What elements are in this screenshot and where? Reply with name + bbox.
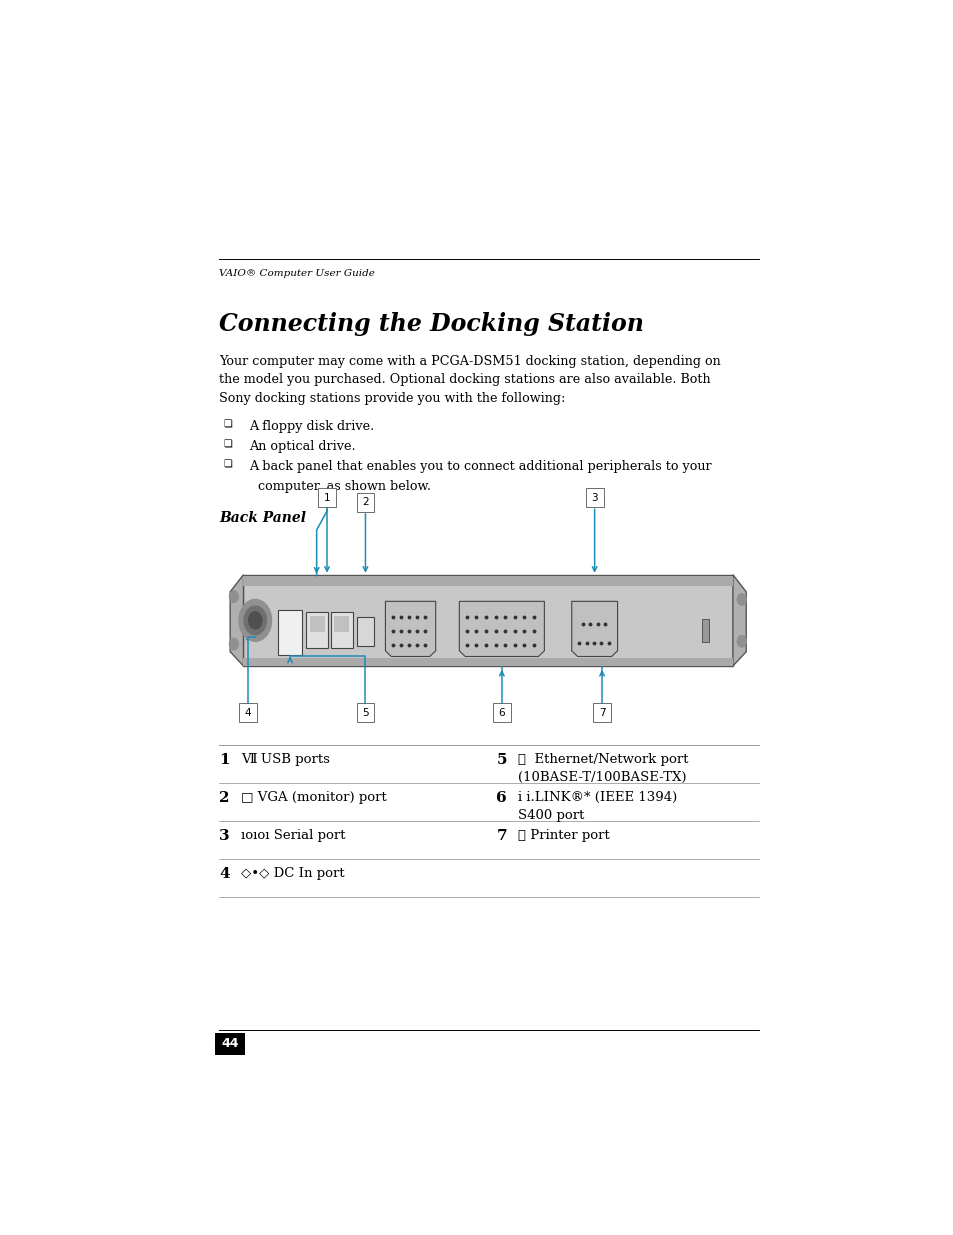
Circle shape	[737, 594, 745, 605]
Text: Back Panel: Back Panel	[219, 511, 306, 525]
Text: 44: 44	[221, 1037, 238, 1051]
Text: і i.LINK®* (IEEE 1394): і i.LINK®* (IEEE 1394)	[518, 790, 677, 804]
Text: 4: 4	[244, 708, 251, 718]
Circle shape	[229, 590, 238, 603]
FancyBboxPatch shape	[585, 488, 603, 508]
Text: ⎙ Printer port: ⎙ Printer port	[518, 829, 610, 841]
Circle shape	[229, 638, 238, 650]
Text: ❏: ❏	[223, 420, 232, 430]
FancyBboxPatch shape	[331, 611, 353, 648]
Circle shape	[244, 606, 266, 635]
FancyBboxPatch shape	[701, 620, 708, 642]
Text: 7: 7	[598, 708, 605, 718]
FancyBboxPatch shape	[493, 703, 510, 722]
Text: Your computer may come with a PCGA-DSM51 docking station, depending on: Your computer may come with a PCGA-DSM51…	[219, 354, 720, 368]
Polygon shape	[230, 574, 243, 666]
Text: Ⅶ USB ports: Ⅶ USB ports	[241, 752, 330, 766]
Text: VAIO® Computer User Guide: VAIO® Computer User Guide	[219, 269, 375, 278]
Text: 3: 3	[591, 493, 598, 503]
Text: computer, as shown below.: computer, as shown below.	[257, 479, 430, 493]
Polygon shape	[385, 601, 436, 657]
FancyBboxPatch shape	[243, 574, 732, 666]
Text: Sony docking stations provide you with the following:: Sony docking stations provide you with t…	[219, 391, 565, 405]
Text: ıoıoı Serial port: ıoıoı Serial port	[241, 829, 345, 841]
Circle shape	[239, 599, 272, 641]
FancyBboxPatch shape	[243, 576, 732, 587]
Circle shape	[249, 611, 262, 629]
Text: ☉  Ethernet/Network port: ☉ Ethernet/Network port	[518, 752, 688, 766]
FancyBboxPatch shape	[215, 1032, 245, 1056]
Polygon shape	[571, 601, 617, 657]
FancyBboxPatch shape	[356, 703, 374, 722]
Text: 6: 6	[496, 790, 506, 804]
Text: S400 port: S400 port	[518, 809, 584, 821]
Text: ◇•◇ DC In port: ◇•◇ DC In port	[241, 867, 344, 879]
Text: 2: 2	[362, 498, 369, 508]
FancyBboxPatch shape	[306, 611, 328, 648]
Text: 3: 3	[219, 829, 230, 842]
Text: A back panel that enables you to connect additional peripherals to your: A back panel that enables you to connect…	[249, 459, 711, 473]
Text: A floppy disk drive.: A floppy disk drive.	[249, 420, 374, 432]
Polygon shape	[459, 601, 544, 657]
FancyBboxPatch shape	[356, 618, 374, 646]
Text: ❏: ❏	[223, 459, 232, 469]
Text: ❏: ❏	[223, 440, 232, 450]
FancyBboxPatch shape	[356, 493, 374, 513]
FancyBboxPatch shape	[239, 703, 256, 722]
FancyBboxPatch shape	[278, 610, 301, 655]
Text: 1: 1	[323, 493, 330, 503]
Text: 7: 7	[496, 829, 506, 842]
FancyBboxPatch shape	[593, 703, 610, 722]
Text: 5: 5	[362, 708, 369, 718]
Text: 2: 2	[219, 790, 230, 804]
FancyBboxPatch shape	[243, 658, 732, 666]
FancyBboxPatch shape	[317, 488, 335, 508]
Text: Connecting the Docking Station: Connecting the Docking Station	[219, 311, 643, 336]
Text: 1: 1	[219, 752, 230, 767]
Polygon shape	[732, 574, 745, 666]
FancyBboxPatch shape	[310, 616, 324, 631]
Text: 4: 4	[219, 867, 230, 881]
Text: 6: 6	[498, 708, 505, 718]
Text: □ VGA (monitor) port: □ VGA (monitor) port	[241, 790, 387, 804]
Text: (10BASE-T/100BASE-TX): (10BASE-T/100BASE-TX)	[518, 771, 686, 783]
Circle shape	[737, 636, 745, 647]
Text: 5: 5	[496, 752, 506, 767]
Text: the model you purchased. Optional docking stations are also available. Both: the model you purchased. Optional dockin…	[219, 373, 710, 387]
FancyBboxPatch shape	[335, 616, 349, 631]
Text: An optical drive.: An optical drive.	[249, 440, 355, 453]
